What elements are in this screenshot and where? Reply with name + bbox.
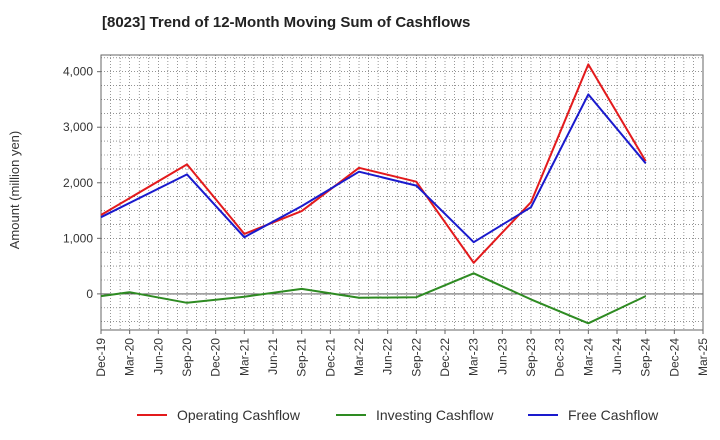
- x-tick-label: Dec-23: [553, 338, 567, 377]
- x-tick-label: Jun-20: [151, 338, 165, 375]
- series-line-operating-cashflow: [100, 63, 647, 264]
- y-tick-label: 2,000: [63, 176, 93, 190]
- x-tick-label: Sep-24: [639, 338, 653, 377]
- x-tick-label: Sep-23: [524, 338, 538, 377]
- plot-frame: [100, 54, 704, 331]
- x-tick-label: Dec-20: [209, 338, 223, 377]
- y-tick-label: 4,000: [63, 65, 93, 79]
- axes: [97, 54, 704, 334]
- x-tick-label: Jun-24: [610, 338, 624, 375]
- series-line-investing-cashflow: [100, 272, 647, 325]
- y-tick-label: 0: [86, 287, 93, 301]
- x-tick-label: Mar-21: [237, 338, 251, 376]
- y-axis-label: Amount (million yen): [7, 131, 22, 250]
- x-tick-label: Mar-20: [123, 338, 137, 376]
- x-tick-label: Dec-19: [94, 338, 108, 377]
- x-tick-label: Mar-25: [696, 338, 710, 376]
- legend-label-free-cashflow: Free Cashflow: [568, 407, 659, 423]
- tick-labels: 0 1,000 2,000 3,000 4,000 Dec-19 Mar-20 Jun-20 S…: [63, 65, 710, 377]
- x-tick-label: Dec-24: [667, 338, 681, 377]
- x-tick-label: Sep-20: [180, 338, 194, 377]
- x-tick-label: Mar-23: [467, 338, 481, 376]
- series-lines: [100, 63, 647, 325]
- legend: Operating Cashflow Investing Cashflow Free…: [137, 407, 659, 423]
- grid-lines: [100, 55, 704, 330]
- x-tick-label: Dec-21: [323, 338, 337, 377]
- y-tick-label: 3,000: [63, 120, 93, 134]
- x-tick-label: Jun-21: [266, 338, 280, 375]
- legend-label-operating-cashflow: Operating Cashflow: [177, 407, 301, 423]
- y-tick-label: 1,000: [63, 231, 93, 245]
- legend-label-investing-cashflow: Investing Cashflow: [376, 407, 494, 423]
- x-tick-label: Jun-22: [381, 338, 395, 375]
- x-tick-label: Mar-24: [581, 338, 595, 376]
- chart-title: [8023] Trend of 12-Month Moving Sum of C…: [102, 14, 471, 31]
- x-tick-label: Jun-23: [495, 338, 509, 375]
- series-line-free-cashflow: [100, 93, 647, 244]
- x-tick-label: Sep-21: [295, 338, 309, 377]
- x-tick-label: Sep-22: [409, 338, 423, 377]
- x-tick-label: Dec-22: [438, 338, 452, 377]
- x-tick-label: Mar-22: [352, 338, 366, 376]
